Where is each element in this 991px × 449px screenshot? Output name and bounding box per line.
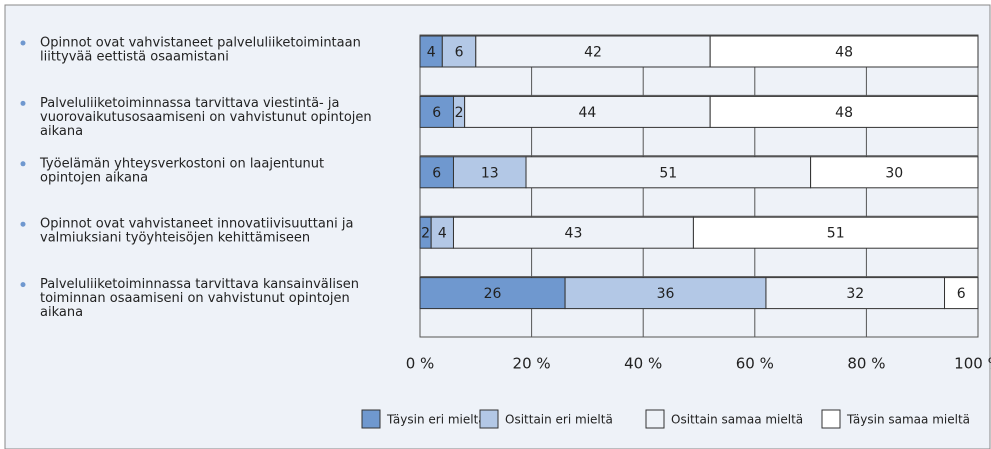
value-label: 6 <box>432 165 441 181</box>
bullet <box>20 40 26 46</box>
category-label: liittyvää eettistä osaamistani <box>40 50 229 65</box>
legend-label: Osittain samaa mieltä <box>671 413 803 427</box>
value-label: 42 <box>584 45 602 61</box>
bullet <box>20 221 26 227</box>
bar-segment <box>419 156 454 189</box>
bar-segment <box>419 277 566 310</box>
value-label: 43 <box>565 226 583 242</box>
value-label: 4 <box>427 45 436 61</box>
value-label: 6 <box>455 45 464 61</box>
value-label: 4 <box>438 226 447 242</box>
bar-segment <box>464 95 711 128</box>
category-label: Opinnot ovat vahvistaneet palveluliiketo… <box>40 36 361 51</box>
legend-label: Osittain eri mieltä <box>505 413 613 427</box>
x-tick-label: 20 % <box>513 355 551 373</box>
value-label: 13 <box>481 165 499 181</box>
legend-label: Täysin samaa mieltä <box>846 413 970 427</box>
category-label: Työelämän yhteysverkostoni on laajentunu… <box>39 156 324 171</box>
legend-swatch <box>645 409 665 429</box>
legend-swatch <box>479 409 499 429</box>
value-label: 30 <box>885 165 903 181</box>
value-label: 48 <box>835 45 853 61</box>
legend-swatch <box>821 409 841 429</box>
category-label: aikana <box>40 305 83 320</box>
category-label: Palveluliiketoiminnassa tarvittava kansa… <box>40 277 359 292</box>
value-label: 26 <box>484 286 502 302</box>
x-tick-label: 100 % <box>954 355 991 373</box>
category-label: Palveluliiketoiminnassa tarvittava viest… <box>40 96 339 111</box>
value-label: 2 <box>421 226 430 242</box>
legend-swatch <box>361 409 381 429</box>
category-label: toiminnan osaamiseni on vahvistunut opin… <box>40 291 350 306</box>
bar-segment <box>709 95 979 128</box>
value-label: 6 <box>432 105 441 121</box>
value-label: 32 <box>846 286 864 302</box>
bullet <box>20 161 26 167</box>
bar-segment <box>944 277 979 310</box>
category-label: Opinnot ovat vahvistaneet innovatiivisuu… <box>40 217 353 232</box>
value-label: 44 <box>578 105 596 121</box>
value-label: 51 <box>659 165 677 181</box>
category-label: valmiuksiani työyhteisöjen kehittämiseen <box>40 231 310 246</box>
x-tick-label: 40 % <box>624 355 662 373</box>
category-label: aikana <box>40 124 83 139</box>
bar-segment <box>709 35 979 68</box>
bar-segment <box>452 156 527 189</box>
legend-label: Täysin eri mieltä <box>386 413 486 427</box>
x-tick-label: 60 % <box>736 355 774 373</box>
bar-segment <box>692 216 979 249</box>
value-label: 2 <box>455 105 464 121</box>
value-label: 48 <box>835 105 853 121</box>
bar-segment <box>525 156 812 189</box>
value-label: 6 <box>957 286 966 302</box>
bullet <box>20 282 26 288</box>
bar-segment <box>810 156 979 189</box>
category-label: opintojen aikana <box>40 170 148 185</box>
category-label: vuorovaikutusosaamiseni on vahvistunut o… <box>40 110 372 125</box>
value-label: 36 <box>657 286 675 302</box>
x-tick-label: 0 % <box>406 355 435 373</box>
x-tick-label: 80 % <box>847 355 885 373</box>
bar-segment <box>475 35 711 68</box>
value-label: 51 <box>827 226 845 242</box>
bullet <box>20 100 26 106</box>
